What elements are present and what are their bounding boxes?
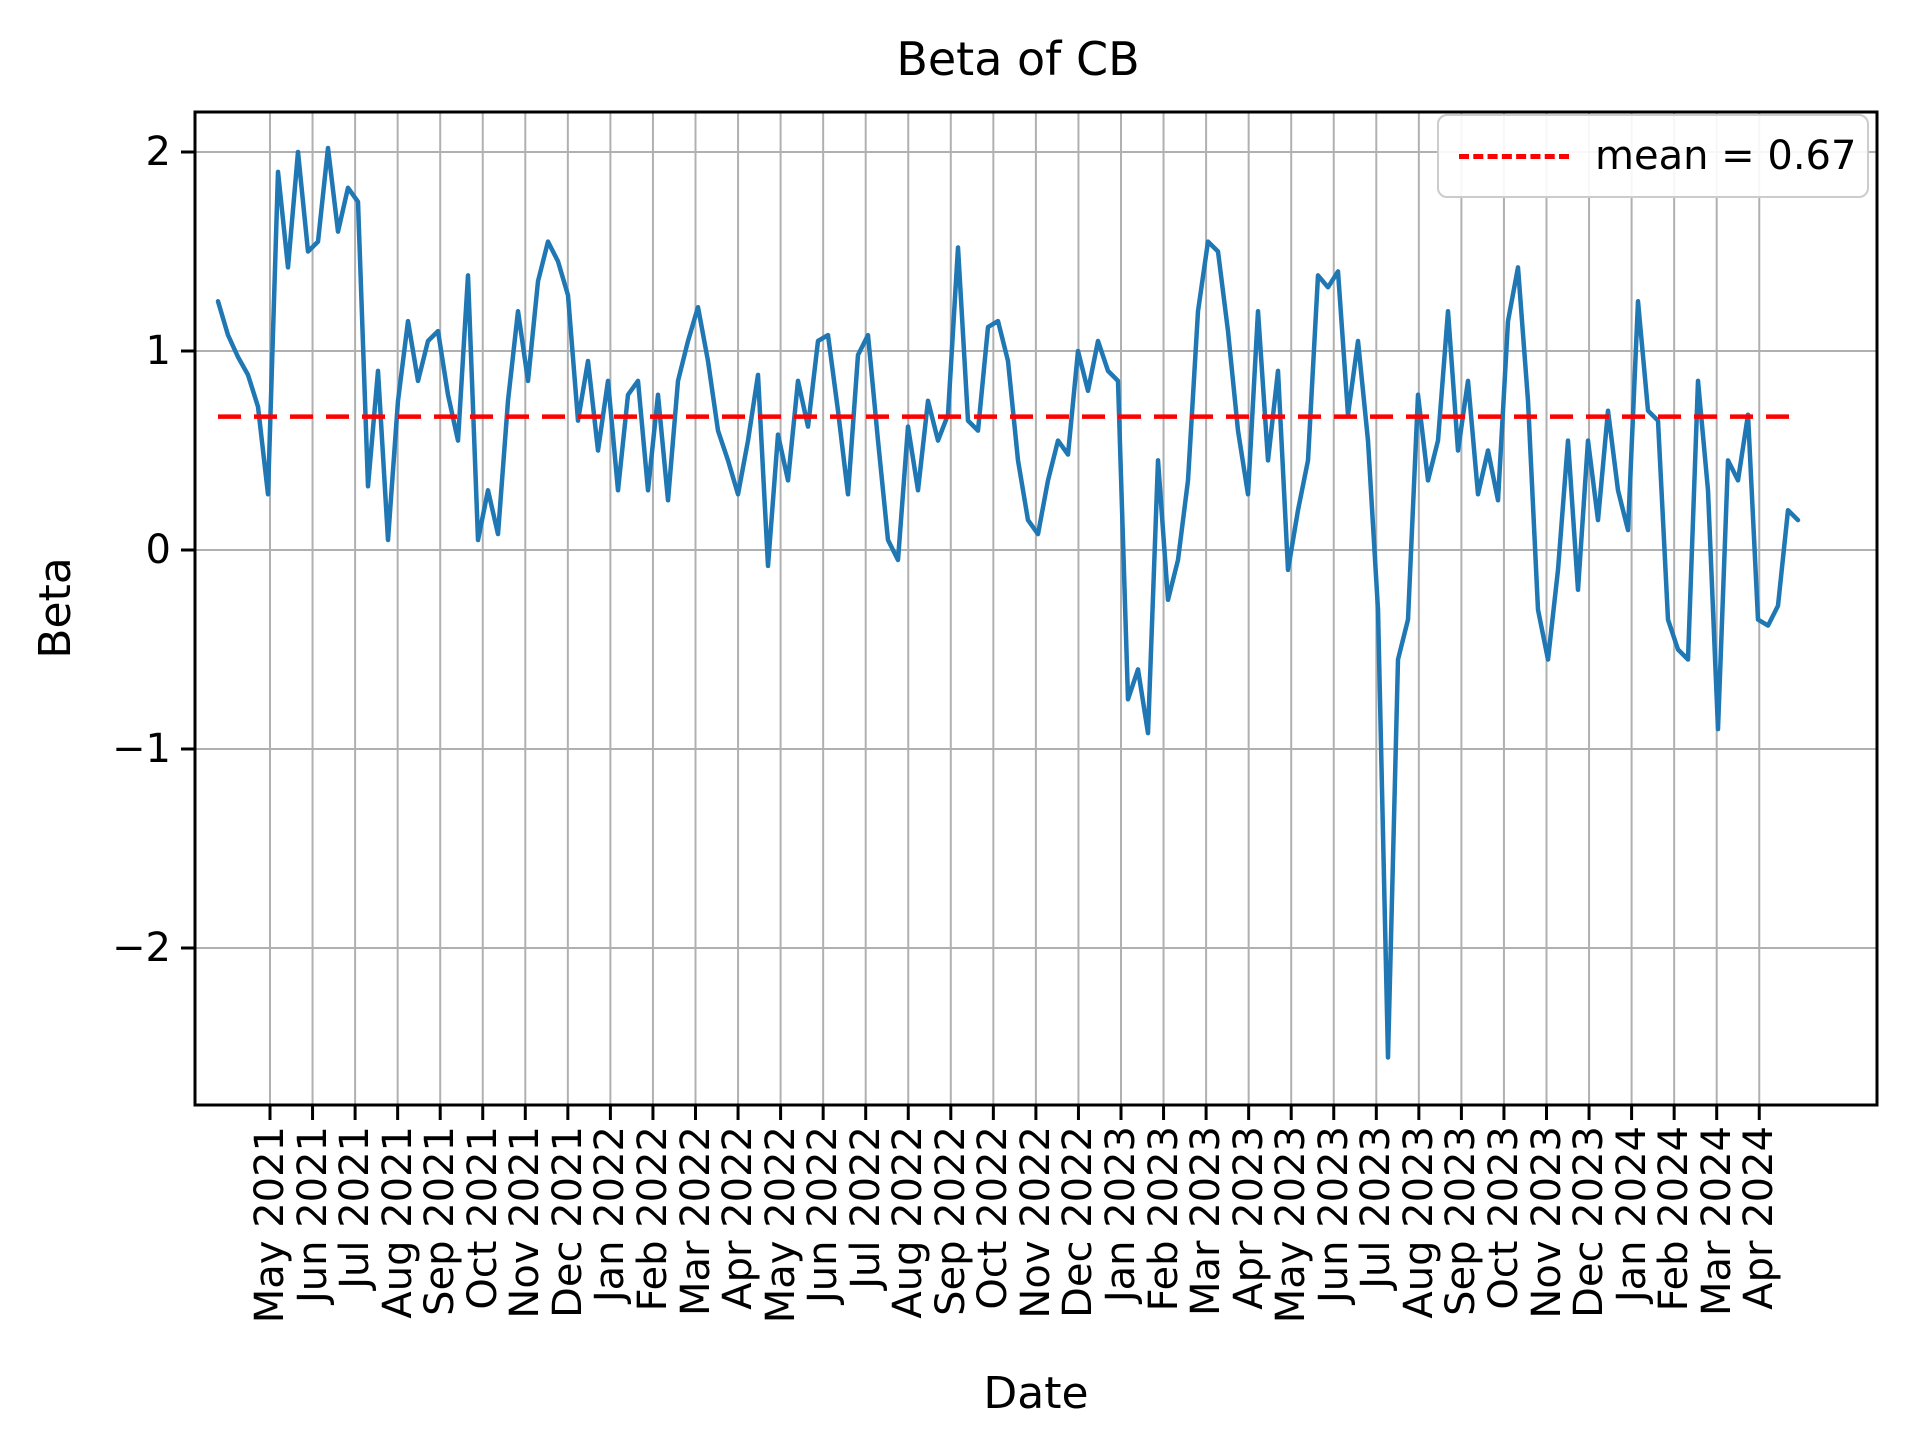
chart-title-text: Beta of CB xyxy=(896,32,1140,86)
x-tick-label: Feb 2023 xyxy=(1140,1126,1187,1312)
x-tick-label: Feb 2022 xyxy=(629,1126,676,1312)
x-tick-label: Mar 2024 xyxy=(1693,1126,1740,1316)
mean-line-legend-sample xyxy=(1459,153,1569,159)
x-tick-label: Mar 2022 xyxy=(672,1126,719,1316)
y-tick-label: −2 xyxy=(112,925,171,971)
y-tick-label: 1 xyxy=(145,328,171,374)
x-tick-label: Nov 2023 xyxy=(1523,1126,1570,1319)
x-tick-label: Aug 2023 xyxy=(1395,1126,1442,1319)
x-tick-label: Jul 2023 xyxy=(1353,1126,1400,1289)
x-tick-label: Dec 2023 xyxy=(1566,1126,1613,1318)
x-tick-label: Oct 2021 xyxy=(459,1126,506,1310)
x-axis-label: Date xyxy=(983,1368,1089,1419)
x-tick-label: Dec 2021 xyxy=(544,1126,591,1318)
x-tick-label: Nov 2021 xyxy=(502,1126,549,1319)
x-tick-label: Jan 2022 xyxy=(587,1126,634,1303)
y-tick-label: −1 xyxy=(112,726,171,772)
x-tick-label: Sep 2023 xyxy=(1438,1126,1485,1316)
legend-label: mean = 0.67 xyxy=(1595,133,1857,179)
x-tick-label: Jul 2022 xyxy=(842,1126,889,1289)
x-tick-label: Oct 2023 xyxy=(1480,1126,1527,1310)
x-tick-label: Jun 2022 xyxy=(800,1126,847,1304)
x-tick-label: Feb 2024 xyxy=(1651,1126,1698,1312)
x-tick-label: Oct 2022 xyxy=(970,1126,1017,1310)
x-tick-label: Jan 2024 xyxy=(1608,1126,1655,1303)
x-tick-label: Jun 2021 xyxy=(289,1126,336,1304)
x-tick-label: May 2021 xyxy=(247,1126,293,1324)
x-tick-label: Aug 2022 xyxy=(885,1126,932,1319)
beta-series-line xyxy=(215,145,1801,1060)
y-tick-label: 0 xyxy=(145,527,171,573)
legend: mean = 0.67 xyxy=(1437,114,1869,198)
x-tick-label: Sep 2022 xyxy=(927,1126,974,1316)
x-tick-label: Nov 2022 xyxy=(1012,1126,1059,1319)
x-tick-label: May 2023 xyxy=(1268,1126,1315,1324)
x-tick-label: May 2022 xyxy=(757,1126,804,1324)
x-tick-label: Mar 2023 xyxy=(1183,1126,1230,1316)
x-tick-label: Apr 2022 xyxy=(715,1126,762,1310)
x-tick-label: Sep 2021 xyxy=(417,1126,464,1316)
x-tick-label: Dec 2022 xyxy=(1055,1126,1102,1318)
x-tick-label: Apr 2023 xyxy=(1225,1126,1272,1310)
x-tick-label: Apr 2024 xyxy=(1736,1126,1783,1310)
x-tick-label: Aug 2021 xyxy=(374,1126,421,1319)
y-tick-label: 2 xyxy=(145,129,171,175)
x-tick-label: Jan 2023 xyxy=(1098,1126,1144,1303)
x-tick-label: Jul 2021 xyxy=(332,1126,379,1289)
chart-title: Beta of CB xyxy=(0,32,1920,86)
x-tick-label: Jun 2023 xyxy=(1310,1126,1357,1304)
